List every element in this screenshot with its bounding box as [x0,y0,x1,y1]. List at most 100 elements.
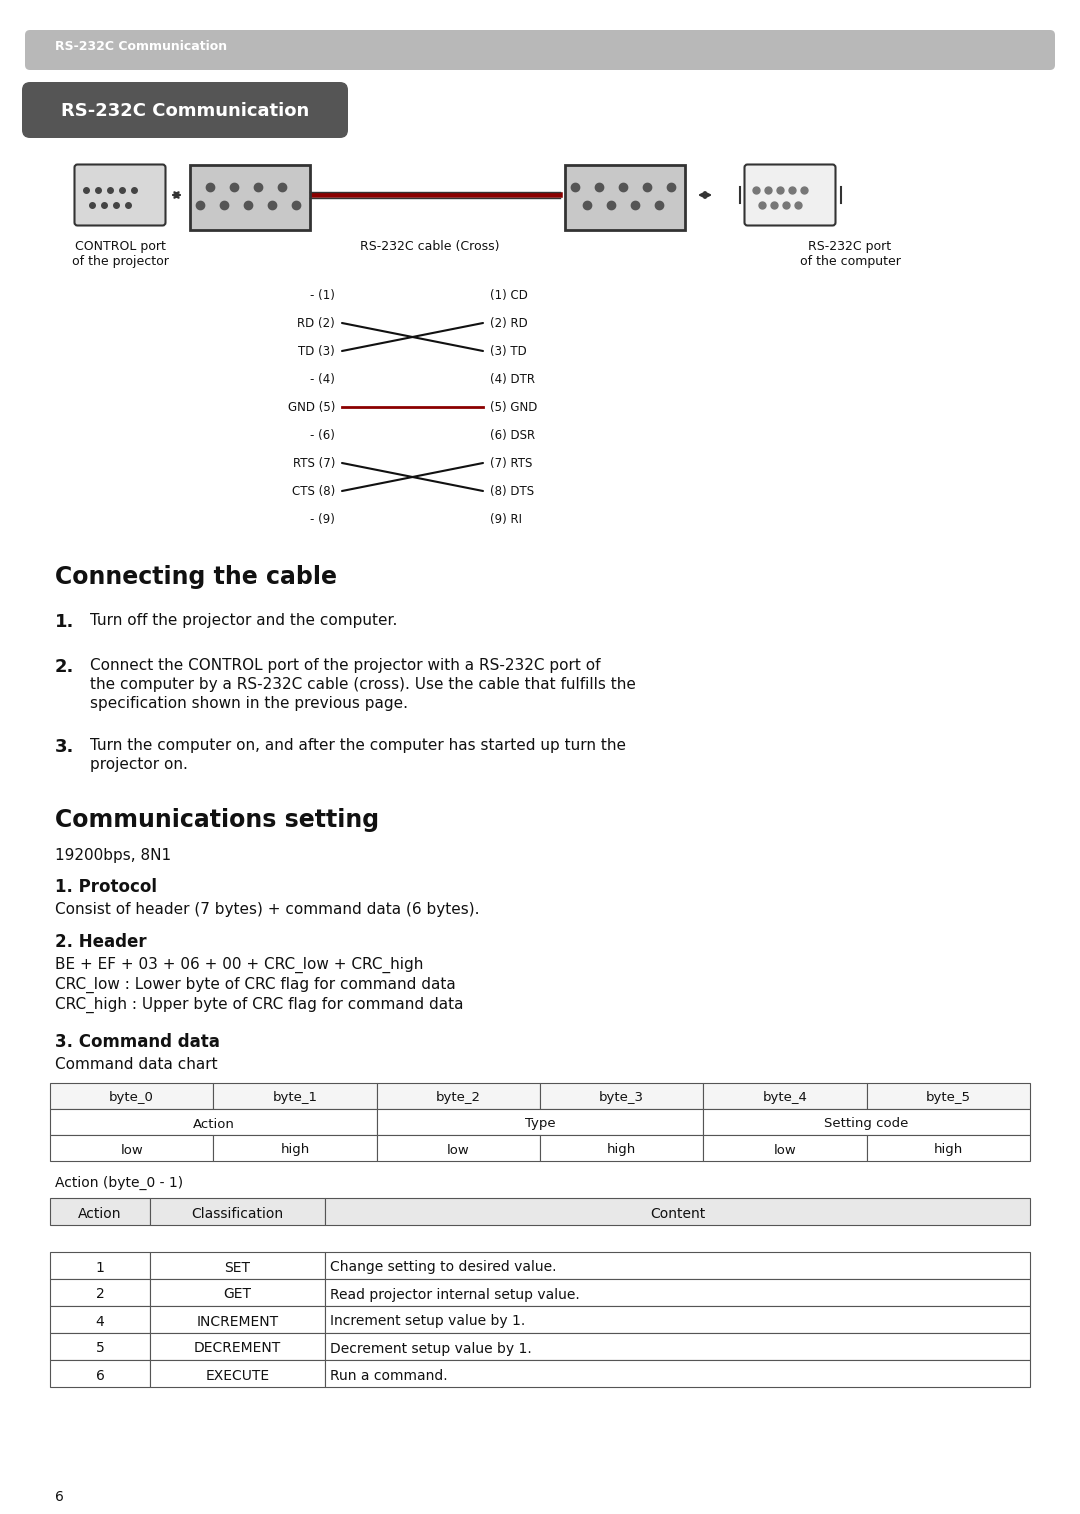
Text: Read projector internal setup value.: Read projector internal setup value. [330,1287,580,1302]
Bar [325,1279,1030,1307]
Text: RS-232C cable (Cross): RS-232C cable (Cross) [361,241,500,253]
Text: CONTROL port: CONTROL port [75,241,165,253]
Text: Connecting the cable: Connecting the cable [55,565,337,589]
Bar [50,1307,150,1332]
Text: SET: SET [225,1261,251,1275]
Text: 5: 5 [96,1341,105,1355]
Text: INCREMENT: INCREMENT [197,1314,279,1328]
Text: 2. Header: 2. Header [55,933,147,951]
Text: (7) RTS: (7) RTS [490,457,532,469]
Text: 2: 2 [96,1287,105,1302]
Bar [325,1198,1030,1225]
Text: (9) RI: (9) RI [490,513,522,525]
Text: byte_3: byte_3 [599,1092,644,1105]
Bar [150,1198,325,1225]
Text: CTS (8): CTS (8) [292,484,335,498]
Text: BE + EF + 03 + 06 + 00 + CRC_low + CRC_high: BE + EF + 03 + 06 + 00 + CRC_low + CRC_h… [55,957,423,974]
Bar [325,1332,1030,1360]
Text: - (6): - (6) [310,428,335,442]
FancyBboxPatch shape [565,165,685,230]
Text: (3) TD: (3) TD [490,345,527,357]
FancyBboxPatch shape [25,30,1055,70]
Text: Command data chart: Command data chart [55,1057,218,1072]
FancyBboxPatch shape [744,165,836,226]
Text: 4: 4 [96,1314,105,1328]
Bar [214,1083,377,1108]
Bar [150,1332,325,1360]
Bar [540,1136,703,1161]
Text: Consist of header (7 bytes) + command data (6 bytes).: Consist of header (7 bytes) + command da… [55,902,480,917]
Text: 6: 6 [55,1490,64,1503]
Text: of the projector: of the projector [71,254,168,268]
Bar [866,1136,1030,1161]
Text: RS-232C Communication: RS-232C Communication [60,101,309,120]
Text: Turn off the projector and the computer.: Turn off the projector and the computer. [90,613,397,628]
Text: (8) DTS: (8) DTS [490,484,535,498]
Bar [325,1307,1030,1332]
Text: Turn the computer on, and after the computer has started up turn the: Turn the computer on, and after the comp… [90,737,626,752]
Bar [703,1083,866,1108]
Bar [703,1136,866,1161]
Text: 2.: 2. [55,659,75,675]
Bar [150,1279,325,1307]
Text: Classification: Classification [191,1207,284,1220]
Bar [325,1360,1030,1387]
Bar [50,1332,150,1360]
Text: specification shown in the previous page.: specification shown in the previous page… [90,696,408,712]
Bar [325,1252,1030,1279]
Text: RS-232C Communication: RS-232C Communication [55,41,227,53]
Text: byte_1: byte_1 [272,1092,318,1105]
Text: Type: Type [525,1117,555,1131]
Text: byte_4: byte_4 [762,1092,808,1105]
Text: RS-232C port: RS-232C port [809,241,892,253]
Text: (6) DSR: (6) DSR [490,428,535,442]
Text: low: low [120,1143,143,1157]
Text: byte_5: byte_5 [926,1092,971,1105]
Text: high: high [281,1143,310,1157]
Bar [866,1083,1030,1108]
Text: Action: Action [192,1117,234,1131]
Text: (4) DTR: (4) DTR [490,372,535,386]
Text: EXECUTE: EXECUTE [205,1369,270,1382]
Text: 1: 1 [95,1261,105,1275]
Bar [150,1252,325,1279]
Text: Increment setup value by 1.: Increment setup value by 1. [330,1314,525,1328]
Bar [50,1360,150,1387]
Text: projector on.: projector on. [90,757,188,772]
Bar [377,1108,703,1136]
Text: Connect the CONTROL port of the projector with a RS-232C port of: Connect the CONTROL port of the projecto… [90,659,600,674]
Text: 1.: 1. [55,613,75,631]
Bar [377,1136,540,1161]
Text: - (1): - (1) [310,289,335,301]
Text: RD (2): RD (2) [297,316,335,330]
Text: Setting code: Setting code [824,1117,909,1131]
Bar [703,1108,1030,1136]
Text: Run a command.: Run a command. [330,1369,447,1382]
Text: RTS (7): RTS (7) [293,457,335,469]
Bar [214,1136,377,1161]
Bar [540,1083,703,1108]
Text: low: low [773,1143,796,1157]
Bar [150,1307,325,1332]
Text: Communications setting: Communications setting [55,808,379,833]
Text: - (9): - (9) [310,513,335,525]
Text: 3. Command data: 3. Command data [55,1033,220,1051]
Text: GND (5): GND (5) [287,401,335,413]
Text: CRC_high : Upper byte of CRC flag for command data: CRC_high : Upper byte of CRC flag for co… [55,998,463,1013]
Bar [50,1108,377,1136]
Text: high: high [607,1143,636,1157]
Text: the computer by a RS-232C cable (cross). Use the cable that fulfills the: the computer by a RS-232C cable (cross).… [90,677,636,692]
Text: of the computer: of the computer [799,254,901,268]
Text: (5) GND: (5) GND [490,401,538,413]
Text: Change setting to desired value.: Change setting to desired value. [330,1261,556,1275]
Bar [377,1083,540,1108]
Text: byte_0: byte_0 [109,1092,154,1105]
Text: low: low [447,1143,470,1157]
Text: - (4): - (4) [310,372,335,386]
FancyBboxPatch shape [190,165,310,230]
Bar [150,1360,325,1387]
Text: byte_2: byte_2 [436,1092,481,1105]
Bar [50,1083,214,1108]
Text: Action: Action [78,1207,122,1220]
Bar [50,1198,150,1225]
